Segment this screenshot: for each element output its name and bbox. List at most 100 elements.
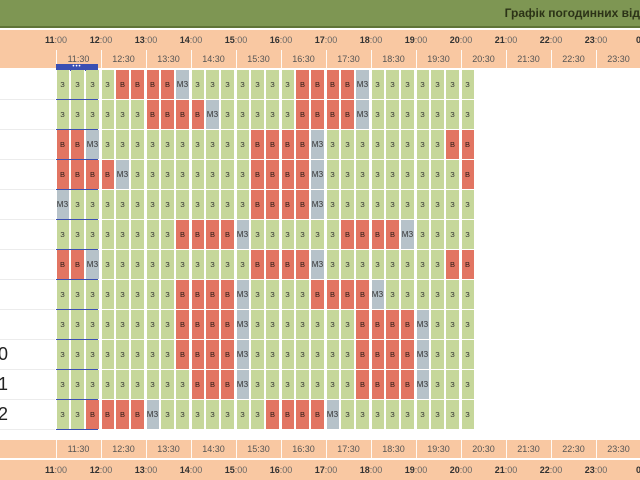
power-on-cell: З	[71, 400, 85, 429]
power-on-cell: З	[116, 220, 130, 249]
power-on-cell: З	[221, 190, 235, 219]
power-on-cell: З	[401, 130, 415, 159]
power-on-cell: З	[341, 370, 355, 399]
hour-divider	[371, 440, 372, 458]
power-on-cell: З	[161, 130, 175, 159]
power-on-cell: З	[386, 130, 400, 159]
power-on-cell: З	[86, 340, 100, 369]
power-on-cell: З	[161, 160, 175, 189]
power-on-cell: З	[281, 220, 295, 249]
power-on-cell: З	[251, 220, 265, 249]
power-on-cell: З	[56, 70, 70, 99]
power-off-cell: В	[296, 130, 310, 159]
hour-label-hour: 22	[539, 35, 550, 45]
power-on-cell: З	[176, 190, 190, 219]
hour-label-hour: 19	[404, 465, 415, 475]
power-on-cell: З	[131, 340, 145, 369]
power-on-cell: З	[101, 130, 115, 159]
power-on-cell: З	[221, 160, 235, 189]
power-on-cell: З	[416, 160, 430, 189]
power-on-cell: З	[86, 280, 100, 309]
power-off-cell: В	[296, 400, 310, 429]
hour-label: 22:00	[540, 35, 563, 45]
hour-label: 19:00	[405, 35, 428, 45]
row-grid-line	[56, 339, 640, 340]
group-label: 0	[0, 344, 8, 364]
power-off-cell: В	[206, 220, 220, 249]
power-on-cell: З	[116, 310, 130, 339]
hour-label: 19:00	[405, 465, 428, 475]
possible-off-cell: МЗ	[371, 280, 385, 309]
hour-label-hour: 19	[404, 35, 415, 45]
power-on-cell: З	[236, 130, 250, 159]
power-on-cell: З	[446, 400, 460, 429]
half-hour-label: 16:30	[292, 54, 315, 64]
power-off-cell: В	[266, 400, 280, 429]
power-on-cell: З	[431, 160, 445, 189]
power-off-cell: В	[281, 160, 295, 189]
power-on-cell: З	[146, 220, 160, 249]
power-off-cell: В	[176, 220, 190, 249]
power-off-cell: В	[176, 340, 190, 369]
half-hour-label: 14:30	[202, 54, 225, 64]
row-grid-line	[56, 69, 640, 70]
power-on-cell: З	[461, 190, 475, 219]
power-on-cell: З	[251, 70, 265, 99]
hour-divider	[191, 440, 192, 458]
hour-grid-line	[416, 70, 417, 440]
power-on-cell: З	[56, 370, 70, 399]
power-off-cell: В	[176, 310, 190, 339]
power-on-cell: З	[191, 70, 205, 99]
possible-off-cell: МЗ	[326, 400, 340, 429]
hour-grid-line	[596, 70, 597, 440]
hour-grid-line	[461, 70, 462, 440]
hour-label-hour: 18	[359, 465, 370, 475]
possible-off-cell: МЗ	[311, 160, 325, 189]
power-on-cell: З	[266, 70, 280, 99]
hour-divider	[236, 50, 237, 68]
power-on-cell: З	[446, 280, 460, 309]
power-on-cell: З	[221, 250, 235, 279]
power-on-cell: З	[416, 100, 430, 129]
power-on-cell: З	[446, 70, 460, 99]
power-on-cell: З	[446, 160, 460, 189]
hour-divider	[56, 440, 57, 458]
hour-label-minutes: :00	[189, 465, 203, 475]
power-off-cell: В	[71, 160, 85, 189]
possible-off-cell: МЗ	[146, 400, 160, 429]
hour-label-hour: 13	[134, 465, 145, 475]
power-on-cell: З	[371, 160, 385, 189]
power-off-cell: В	[251, 130, 265, 159]
hour-label-hour: 20	[449, 35, 460, 45]
power-off-cell: В	[86, 400, 100, 429]
hour-divider	[371, 50, 372, 68]
power-on-cell: З	[206, 70, 220, 99]
power-on-cell: З	[116, 370, 130, 399]
hour-label: 16:00	[270, 35, 293, 45]
hour-divider	[146, 50, 147, 68]
hour-label-hour: 15	[224, 465, 235, 475]
power-on-cell: З	[206, 190, 220, 219]
possible-off-cell: МЗ	[416, 310, 430, 339]
hour-grid-line	[371, 70, 372, 440]
power-off-cell: В	[281, 190, 295, 219]
row-grid-line	[56, 129, 640, 130]
power-on-cell: З	[161, 310, 175, 339]
power-off-cell: В	[401, 310, 415, 339]
hour-label-hour: 11	[44, 35, 55, 45]
hour-divider	[326, 440, 327, 458]
power-on-cell: З	[281, 280, 295, 309]
power-on-cell: З	[56, 310, 70, 339]
power-off-cell: В	[56, 250, 70, 279]
hour-divider	[596, 50, 597, 68]
half-hour-label: 18:30	[382, 444, 405, 454]
power-on-cell: З	[131, 190, 145, 219]
possible-off-cell: МЗ	[311, 190, 325, 219]
current-time-marker: •••	[56, 64, 98, 71]
hour-label-minutes: :00	[549, 35, 563, 45]
power-on-cell: З	[131, 370, 145, 399]
possible-off-cell: МЗ	[56, 190, 70, 219]
hour-label-minutes: :00	[54, 465, 68, 475]
power-on-cell: З	[116, 250, 130, 279]
power-on-cell: З	[386, 190, 400, 219]
